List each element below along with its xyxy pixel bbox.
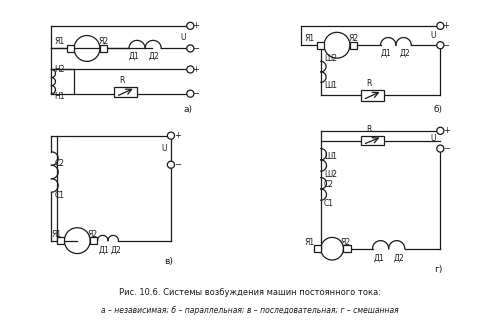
Text: а – независимая; б – параллельная; в – последовательная; г – смешанная: а – независимая; б – параллельная; в – п… [101, 306, 399, 315]
Text: С1: С1 [324, 199, 334, 208]
Circle shape [437, 42, 444, 49]
Text: Д1: Д1 [129, 52, 140, 61]
Text: Я1: Я1 [304, 238, 315, 247]
Circle shape [437, 22, 444, 29]
Text: U: U [162, 144, 167, 153]
Text: Я2: Я2 [98, 37, 108, 47]
Text: С1: С1 [54, 191, 64, 200]
Text: −: − [442, 41, 449, 50]
Text: U: U [430, 31, 436, 40]
Bar [90, 237, 98, 244]
Text: Д2: Д2 [148, 52, 159, 61]
Text: R: R [366, 125, 372, 134]
Text: Ш2: Ш2 [324, 170, 337, 179]
Bar [317, 42, 324, 49]
Text: Ш1: Ш1 [324, 81, 337, 90]
Bar [67, 45, 74, 52]
Text: Я1: Я1 [304, 34, 315, 43]
Text: С2: С2 [324, 180, 334, 189]
Text: Д1: Д1 [99, 246, 110, 255]
Text: R: R [120, 76, 124, 85]
Circle shape [168, 161, 174, 168]
Text: Я2: Я2 [340, 238, 350, 247]
Text: Н1: Н1 [54, 92, 65, 101]
Text: Н2: Н2 [54, 65, 65, 74]
Circle shape [187, 90, 194, 97]
Text: Я2: Я2 [87, 230, 97, 239]
Text: +: + [192, 65, 199, 74]
Text: Я1: Я1 [54, 37, 65, 47]
Text: −: − [192, 89, 199, 98]
Text: Д2: Д2 [394, 254, 404, 263]
Text: б): б) [434, 105, 443, 114]
Circle shape [437, 127, 444, 134]
Circle shape [187, 66, 194, 73]
Text: −: − [192, 44, 199, 53]
Text: −: − [444, 144, 450, 153]
Text: −: − [174, 160, 181, 169]
Text: U: U [430, 134, 436, 143]
Text: Рис. 10.6. Системы возбуждения машин постоянного тока:: Рис. 10.6. Системы возбуждения машин пос… [119, 288, 381, 297]
Bar [344, 245, 350, 252]
Bar [361, 90, 384, 100]
Text: Ш1: Ш1 [324, 152, 337, 161]
Text: Я2: Я2 [348, 34, 358, 43]
Text: U: U [180, 33, 186, 42]
Text: в): в) [164, 257, 173, 266]
Bar [100, 45, 107, 52]
Bar [57, 237, 64, 244]
Text: +: + [442, 21, 449, 30]
Text: г): г) [434, 265, 442, 274]
Circle shape [437, 145, 444, 152]
Text: +: + [192, 21, 199, 30]
Bar [350, 42, 357, 49]
Text: Ш2: Ш2 [324, 54, 337, 63]
Text: а): а) [184, 105, 193, 114]
Bar [361, 136, 384, 145]
Text: +: + [174, 131, 181, 140]
Text: Д1: Д1 [380, 49, 392, 58]
Bar [314, 245, 321, 252]
Circle shape [168, 132, 174, 139]
Text: Д1: Д1 [374, 254, 385, 263]
Circle shape [187, 22, 194, 29]
Text: Д2: Д2 [400, 49, 410, 58]
Bar [114, 87, 137, 97]
Text: +: + [444, 126, 450, 135]
Text: Д2: Д2 [110, 246, 121, 255]
Text: Я1: Я1 [52, 230, 62, 239]
Text: С2: С2 [54, 159, 64, 168]
Text: R: R [366, 79, 372, 89]
Circle shape [187, 45, 194, 52]
